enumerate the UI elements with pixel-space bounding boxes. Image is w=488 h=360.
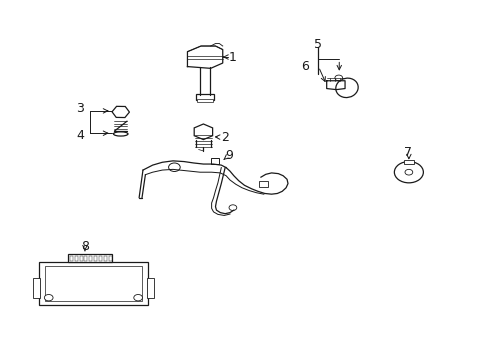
Bar xyxy=(196,94,213,100)
Text: 6: 6 xyxy=(301,60,308,73)
Text: 5: 5 xyxy=(314,38,322,51)
Circle shape xyxy=(228,205,236,211)
Bar xyxy=(197,99,212,102)
Bar xyxy=(80,256,82,261)
Bar xyxy=(403,160,413,165)
Bar xyxy=(84,256,87,261)
Circle shape xyxy=(404,169,412,175)
Bar xyxy=(94,256,97,261)
Bar xyxy=(45,266,142,301)
Circle shape xyxy=(168,163,180,171)
Bar xyxy=(70,256,73,261)
Text: 4: 4 xyxy=(76,129,84,142)
Circle shape xyxy=(134,294,142,301)
Bar xyxy=(259,181,267,187)
Text: 8: 8 xyxy=(81,240,89,253)
Text: 7: 7 xyxy=(403,146,411,159)
Bar xyxy=(39,262,147,305)
Bar xyxy=(210,158,219,164)
Ellipse shape xyxy=(335,78,357,98)
Bar xyxy=(68,255,111,262)
Text: 1: 1 xyxy=(228,50,236,63)
Bar xyxy=(99,256,102,261)
Bar xyxy=(75,256,78,261)
Circle shape xyxy=(334,75,342,81)
Ellipse shape xyxy=(113,132,128,136)
Bar xyxy=(89,256,92,261)
Text: 9: 9 xyxy=(224,149,232,162)
Bar xyxy=(146,278,153,298)
Bar xyxy=(33,278,40,298)
Bar xyxy=(103,256,106,261)
Circle shape xyxy=(393,162,423,183)
Bar xyxy=(108,256,111,261)
Text: 2: 2 xyxy=(221,131,229,144)
Circle shape xyxy=(44,294,53,301)
Text: 3: 3 xyxy=(76,102,84,115)
